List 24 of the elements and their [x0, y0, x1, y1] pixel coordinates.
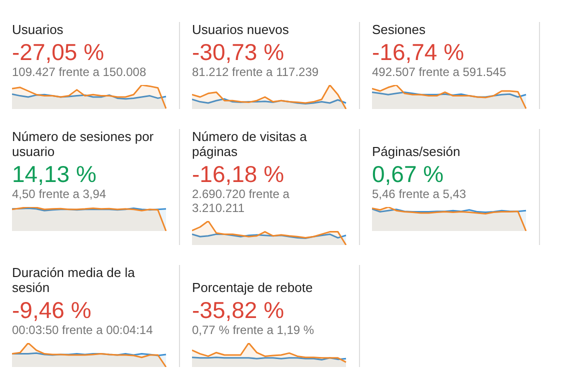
chart-subtitle: -16,74 %	[372, 39, 466, 65]
chart-subtitle: -16,18 %	[192, 161, 286, 187]
chart-title: Número de visitas a páginas	[192, 129, 308, 159]
text: 81.212 frente a 117.239	[192, 65, 320, 79]
chart-subtitle: -9,46 %	[12, 297, 92, 323]
text: 2.690.720 frente a 3.210.211	[192, 187, 290, 215]
chart-title: Usuarios	[12, 22, 64, 37]
text: 0,77 % frente a 1,19 %	[192, 323, 316, 337]
chart-title: Número de sesiones por usuario	[12, 129, 155, 159]
chart-title: Usuarios nuevos	[192, 22, 290, 37]
chart-subtitle: -35,82 %	[192, 297, 286, 323]
text: 492.507 frente a 591.545	[372, 65, 508, 79]
text: 5,46 frente a 5,43	[372, 187, 468, 201]
chart-title: Páginas/sesión	[372, 144, 462, 159]
text: 109.427 frente a 150.008	[12, 65, 148, 79]
chart-subtitle: -27,05 %	[12, 39, 106, 65]
chart-title: Duración media de la sesión	[12, 265, 136, 295]
chart-title: Sesiones	[372, 22, 426, 37]
chart-title: Porcentaje de rebote	[192, 280, 314, 295]
text: 00:03:50 frente a 00:04:14	[12, 323, 154, 337]
chart-subtitle: -30,73 %	[192, 39, 286, 65]
chart-subtitle: 0,67 %	[372, 161, 445, 187]
text: 4,50 frente a 3,94	[12, 187, 108, 201]
chart-subtitle: 14,13 %	[12, 161, 98, 187]
